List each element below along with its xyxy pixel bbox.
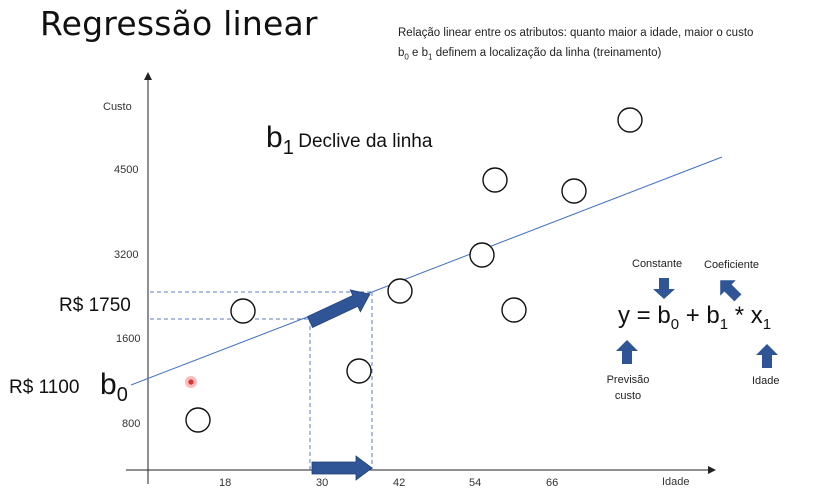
x-axis-label: Idade xyxy=(662,476,690,488)
cursor-dot xyxy=(188,379,194,385)
b1-caption: Declive da linha xyxy=(298,131,433,152)
callout-idade: Idade xyxy=(752,375,780,387)
arrow-down-constante xyxy=(653,278,675,299)
y-tick: 1600 xyxy=(116,333,141,345)
arrow-diag-coeficiente xyxy=(720,280,742,302)
data-point xyxy=(482,167,508,193)
note-relation: Relação linear entre os atributos: quant… xyxy=(398,27,754,39)
slope-arrow xyxy=(306,289,371,328)
callout-constante: Constante xyxy=(632,258,683,270)
data-point xyxy=(561,178,587,204)
data-point xyxy=(617,107,643,133)
price-1750-label: R$ 1750 xyxy=(59,295,131,316)
arrow-up-previsao xyxy=(616,340,638,364)
data-point xyxy=(469,242,495,268)
regression-equation: y = b0 + b1 * x1 xyxy=(618,302,772,333)
data-point xyxy=(387,278,413,304)
x-tick: 30 xyxy=(316,477,329,489)
b0-symbol: b0 xyxy=(100,368,128,406)
callout-previsao: Previsão custo xyxy=(606,374,650,402)
b1-label: b1 Declive da linha xyxy=(266,121,432,160)
data-point xyxy=(185,407,211,433)
regression-line xyxy=(130,156,723,386)
x-tick: 42 xyxy=(393,477,406,489)
x-tick: 54 xyxy=(469,477,482,489)
y-tick: 800 xyxy=(122,418,141,430)
x-run-arrow xyxy=(311,455,373,481)
data-point xyxy=(346,358,372,384)
y-axis-label: Custo xyxy=(103,101,132,113)
data-point xyxy=(501,297,527,323)
x-tick: 66 xyxy=(546,477,559,489)
b1-symbol: b1 xyxy=(266,121,294,159)
y-tick: 4500 xyxy=(114,164,139,176)
y-tick: 3200 xyxy=(114,249,139,261)
note-coefficients: b0 e b1 definem a localização da linha (… xyxy=(398,47,662,62)
data-point xyxy=(230,298,256,324)
callout-coeficiente: Coeficiente xyxy=(704,259,760,271)
price-1100-label: R$ 1100 xyxy=(9,377,80,398)
page-title: Regressão linear xyxy=(40,4,318,43)
x-tick: 18 xyxy=(219,477,232,489)
arrow-up-idade xyxy=(756,344,778,368)
